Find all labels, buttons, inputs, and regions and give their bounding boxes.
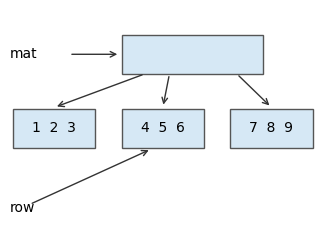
Text: 1  2  3: 1 2 3 bbox=[32, 121, 76, 135]
Bar bbox=[122, 109, 204, 148]
Bar bbox=[122, 35, 263, 74]
Text: 4  5  6: 4 5 6 bbox=[141, 121, 185, 135]
Bar bbox=[230, 109, 313, 148]
Text: mat: mat bbox=[10, 47, 38, 61]
Text: 7  8  9: 7 8 9 bbox=[249, 121, 293, 135]
Bar bbox=[13, 109, 95, 148]
Text: row: row bbox=[10, 201, 35, 215]
